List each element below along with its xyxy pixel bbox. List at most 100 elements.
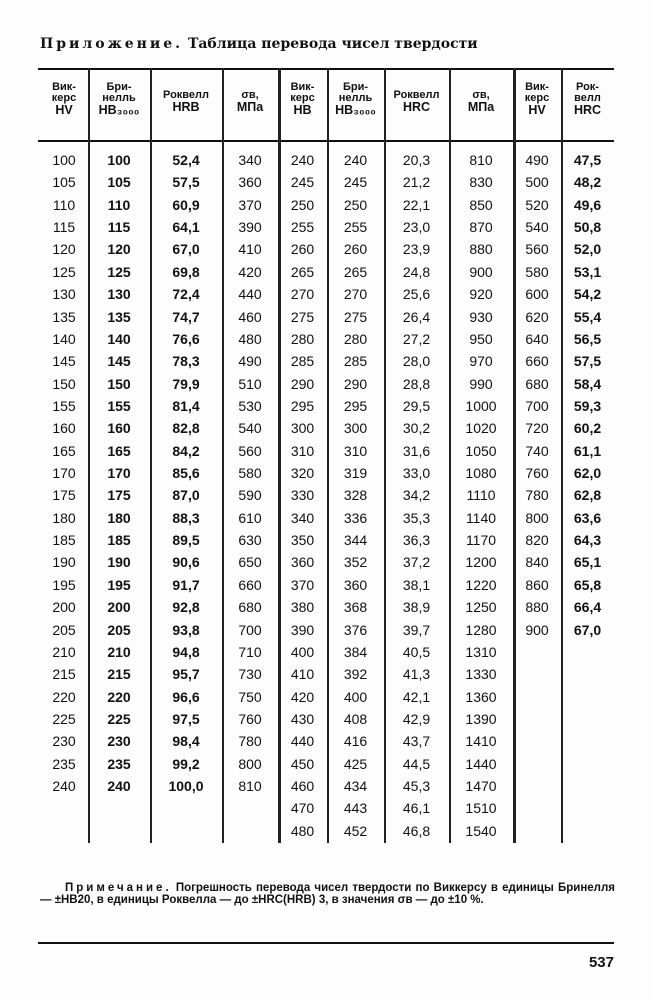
table-cell: 62,8 xyxy=(573,487,602,504)
table-cell: 99,2 xyxy=(172,755,200,772)
table-cell: 720 xyxy=(525,420,549,437)
table-cell: 155 xyxy=(107,397,131,414)
table-cell: 60,9 xyxy=(172,196,200,213)
column-header-line: σв, xyxy=(241,89,259,101)
table-cell: 50,8 xyxy=(573,219,602,236)
column-divider xyxy=(88,68,90,843)
table-cell: 310 xyxy=(290,442,315,459)
table-cell: 700 xyxy=(525,397,549,414)
table-cell: 336 xyxy=(343,509,368,526)
table-cell: 400 xyxy=(290,643,315,660)
column-divider xyxy=(513,68,516,843)
table-cell: 38,1 xyxy=(402,576,431,593)
column-header: Вик-керс HV xyxy=(513,82,561,117)
table-cell: 200 xyxy=(52,599,76,616)
table-cell: 245 xyxy=(343,174,368,191)
table-cell: 275 xyxy=(290,308,315,325)
table-cell: 660 xyxy=(238,576,262,593)
table-cell: 368 xyxy=(343,599,368,616)
table-cell: 840 xyxy=(525,554,549,571)
column-header-line: керс xyxy=(51,92,77,104)
table-cell: 319 xyxy=(343,465,368,482)
column-header-line: HRB xyxy=(172,100,200,114)
table-cell: 285 xyxy=(343,353,368,370)
table-top-rule xyxy=(38,68,614,70)
table-cell: 195 xyxy=(107,576,131,593)
note-label: Примечание. xyxy=(64,882,172,894)
table-cell: 48,2 xyxy=(573,174,602,191)
column-header: Бри-нелль HB₃₀₀₀ xyxy=(88,82,150,117)
column-divider xyxy=(278,68,281,843)
table-cell: 105 xyxy=(52,174,76,191)
table-cell: 580 xyxy=(238,465,262,482)
table-cell: 900 xyxy=(525,621,549,638)
table-cell: 88,3 xyxy=(172,509,200,526)
table-cell: 130 xyxy=(52,286,76,303)
table-cell: 84,2 xyxy=(172,442,200,459)
table-cell: 392 xyxy=(343,666,368,683)
table-cell: 145 xyxy=(107,353,131,370)
column-header-line: нелль xyxy=(338,92,373,104)
table-cell: 190 xyxy=(107,554,131,571)
table-cell: 730 xyxy=(238,666,262,683)
table-cell: 1390 xyxy=(465,711,497,727)
table-cell: 970 xyxy=(469,353,493,370)
table-cell: 190 xyxy=(52,554,76,571)
table-cell: 175 xyxy=(52,487,76,504)
table-cell: 140 xyxy=(52,330,76,347)
table-cell: 43,7 xyxy=(402,733,431,750)
table-cell: 125 xyxy=(107,263,131,280)
table-cell: 215 xyxy=(52,666,76,683)
table-cell: 28,8 xyxy=(402,375,431,392)
table-cell: 85,6 xyxy=(172,465,200,482)
table-cell: 340 xyxy=(290,509,315,526)
table-cell: 205 xyxy=(52,621,76,638)
table-cell: 610 xyxy=(238,509,262,526)
table-cell: 400 xyxy=(343,688,368,705)
table-cell: 74,7 xyxy=(172,308,200,325)
table-cell: 1510 xyxy=(465,800,497,817)
table-cell: 72,4 xyxy=(172,286,200,303)
table-cell: 700 xyxy=(238,621,262,638)
table-cell: 416 xyxy=(343,733,368,750)
table-cell: 930 xyxy=(469,308,493,325)
table-cell: 135 xyxy=(107,308,131,325)
column-header-line: Вик- xyxy=(525,81,549,93)
table-cell: 235 xyxy=(107,755,131,772)
table-cell: 440 xyxy=(238,286,262,303)
table-cell: 46,8 xyxy=(402,822,431,839)
column-header: Роквелл HRB xyxy=(150,90,222,114)
column-divider xyxy=(449,68,451,843)
table-cell: 1140 xyxy=(465,509,497,526)
table-cell: 650 xyxy=(238,554,262,571)
column-header-line: HB₃₀₀₀ xyxy=(335,103,376,117)
table-cell: 370 xyxy=(290,576,315,593)
table-cell: 93,8 xyxy=(172,621,200,638)
column-header-line: σв, xyxy=(472,89,490,101)
table-cell: 1050 xyxy=(465,442,497,459)
table-cell: 330 xyxy=(290,487,315,504)
column-header: Вик-керс HV xyxy=(40,82,88,117)
table-cell: 510 xyxy=(238,375,262,392)
table-cell: 1360 xyxy=(465,688,497,705)
table-cell: 61,1 xyxy=(573,442,602,459)
table-cell: 620 xyxy=(525,308,549,325)
table-cell: 580 xyxy=(525,263,549,280)
table-cell: 285 xyxy=(290,353,315,370)
table-cell: 560 xyxy=(238,442,262,459)
table-cell: 300 xyxy=(343,420,368,437)
table-cell: 760 xyxy=(525,465,549,482)
table-cell: 91,7 xyxy=(172,576,200,593)
table-cell: 384 xyxy=(343,643,368,660)
table-cell: 55,4 xyxy=(573,308,602,325)
table-cell: 60,2 xyxy=(573,420,602,437)
table-cell: 250 xyxy=(290,196,315,213)
column-divider xyxy=(384,68,386,843)
table-cell: 300 xyxy=(290,420,315,437)
table-cell: 740 xyxy=(525,442,549,459)
table-cell: 265 xyxy=(290,263,315,280)
table-cell: 820 xyxy=(525,532,549,549)
column-header: Вик-керс HB xyxy=(278,82,327,117)
table-cell: 440 xyxy=(290,733,315,750)
note-text: Погрешность перевода чисел твердости по … xyxy=(40,882,615,906)
